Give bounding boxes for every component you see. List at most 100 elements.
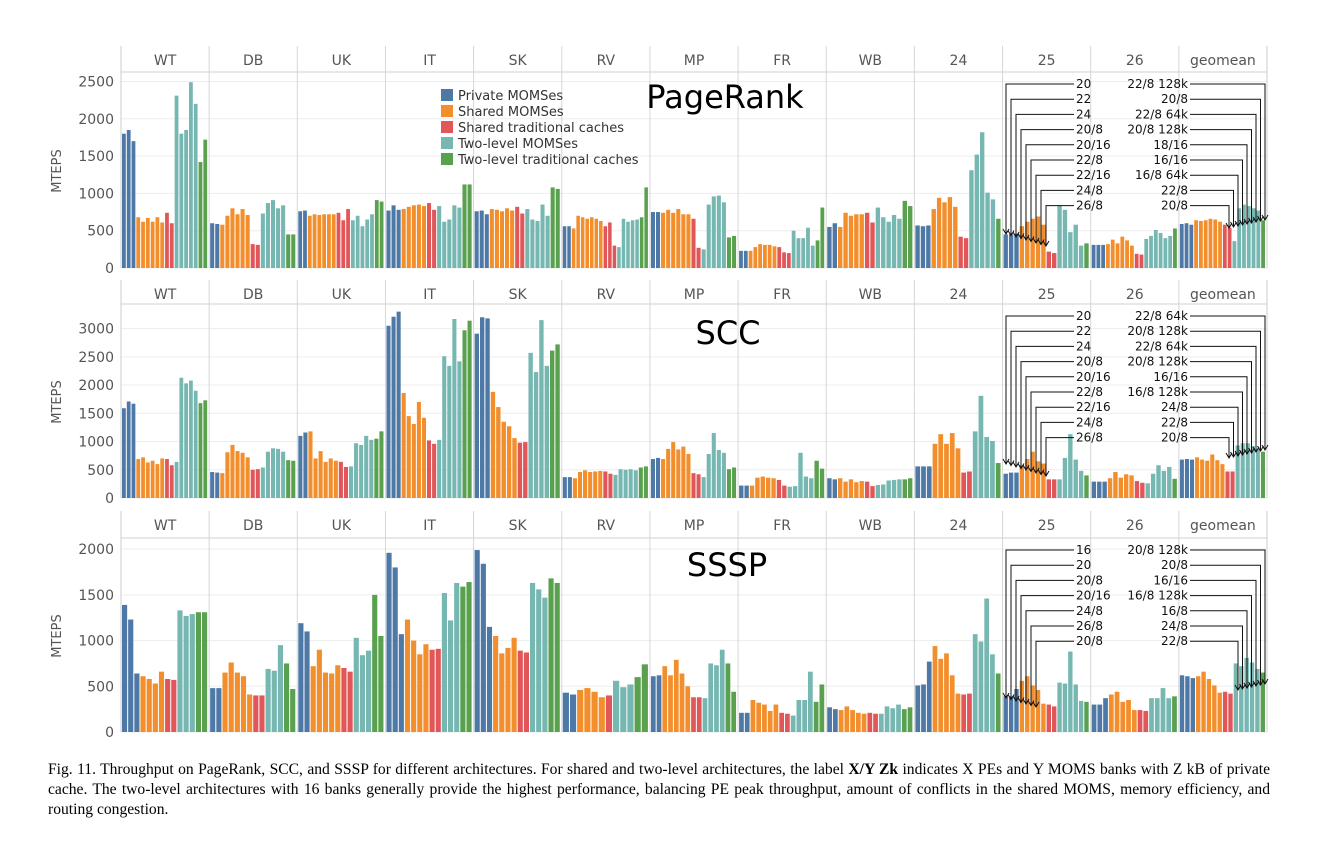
bar-WT-1 bbox=[126, 129, 131, 268]
y-tick-label: 1000 bbox=[78, 186, 114, 202]
bar-24-10 bbox=[972, 431, 978, 498]
bar-24-9 bbox=[967, 471, 972, 498]
annotation-left-leader bbox=[1040, 189, 1074, 245]
category-label-26: 26 bbox=[1126, 53, 1144, 69]
annotation-right-label: 16/8 128k bbox=[1127, 589, 1188, 603]
bar-WB-10 bbox=[884, 706, 890, 732]
bar-RV-11 bbox=[612, 245, 617, 268]
bar-DB-12 bbox=[270, 200, 276, 268]
annotation-right-label: 20/8 128k bbox=[1127, 543, 1188, 557]
bar-WB-10 bbox=[881, 217, 886, 268]
bar-UK-4 bbox=[318, 451, 323, 498]
bar-FR-7 bbox=[779, 712, 785, 732]
bar-DB-15 bbox=[286, 234, 291, 268]
bar-geomean-9 bbox=[1228, 693, 1233, 732]
bar-SK-11 bbox=[530, 219, 535, 268]
annotation-right-label: 24/8 bbox=[1161, 400, 1188, 414]
category-label-geomean: geomean bbox=[1190, 287, 1256, 303]
annotation-arrow bbox=[1234, 684, 1242, 691]
category-label-geomean: geomean bbox=[1190, 518, 1256, 534]
y-tick-label: 500 bbox=[87, 463, 114, 479]
bar-26-4 bbox=[1113, 472, 1118, 498]
bar-UK-0 bbox=[298, 435, 303, 498]
bar-WB-8 bbox=[873, 713, 878, 732]
bar-25-1 bbox=[1008, 696, 1014, 732]
bar-SK-9 bbox=[520, 213, 525, 268]
bar-UK-3 bbox=[313, 458, 318, 498]
bar-SK-0 bbox=[474, 550, 480, 732]
bar-FR-2 bbox=[749, 485, 755, 498]
bar-WT-10 bbox=[169, 223, 174, 268]
bar-IT-12 bbox=[447, 219, 452, 268]
bar-IT-13 bbox=[452, 318, 457, 498]
bar-geomean-14 bbox=[1255, 668, 1260, 732]
bar-RV-0 bbox=[562, 477, 567, 498]
bar-FR-10 bbox=[796, 700, 802, 732]
bar-26-6 bbox=[1120, 236, 1125, 268]
category-label-DB: DB bbox=[243, 518, 263, 534]
bar-26-16 bbox=[1168, 235, 1173, 268]
bar-WT-17 bbox=[203, 139, 208, 268]
bar-WB-0 bbox=[827, 478, 832, 498]
bar-25-9 bbox=[1052, 706, 1057, 732]
bar-26-17 bbox=[1173, 228, 1177, 268]
y-tick-label: 3000 bbox=[78, 322, 114, 338]
bar-25-13 bbox=[1073, 459, 1078, 498]
annotation-right-label: 20/8 128k bbox=[1127, 324, 1188, 338]
bar-SK-14 bbox=[545, 215, 550, 268]
bar-RV-7 bbox=[598, 470, 603, 498]
bar-MP-11 bbox=[706, 453, 711, 498]
annotation-right-label: 24/8 bbox=[1161, 619, 1188, 633]
annotation-left-leader bbox=[1045, 205, 1074, 246]
annotation-left-label: 26/8 bbox=[1076, 199, 1103, 213]
y-tick-label: 1000 bbox=[78, 634, 114, 650]
bar-25-3 bbox=[1019, 465, 1025, 498]
y-tick-label: 500 bbox=[87, 224, 114, 240]
bar-26-4 bbox=[1114, 691, 1120, 732]
bar-26-7 bbox=[1125, 240, 1129, 268]
bar-DB-5 bbox=[235, 451, 240, 498]
category-label-FR: FR bbox=[773, 287, 791, 303]
bar-IT-6 bbox=[416, 402, 421, 498]
category-label-UK: UK bbox=[332, 518, 352, 534]
bar-26-8 bbox=[1137, 710, 1143, 732]
annotation-left-leader bbox=[1010, 98, 1074, 236]
annotation-right-leader bbox=[1190, 129, 1252, 223]
annotation-right-label: 16/8 64k bbox=[1135, 168, 1188, 182]
bar-MP-7 bbox=[686, 214, 691, 268]
bar-UK-10 bbox=[346, 209, 350, 268]
bar-SK-16 bbox=[555, 188, 560, 268]
bar-SK-1 bbox=[479, 210, 484, 268]
bar-FR-1 bbox=[744, 485, 749, 498]
bar-SK-7 bbox=[517, 650, 523, 732]
bar-FR-3 bbox=[756, 702, 762, 732]
bar-IT-11 bbox=[454, 582, 460, 732]
bar-UK-8 bbox=[336, 212, 341, 268]
annotation-right-label: 22/8 bbox=[1161, 415, 1188, 429]
bar-WT-7 bbox=[165, 678, 171, 732]
annotation-right-leader bbox=[1190, 345, 1257, 452]
annotation-right-leader bbox=[1190, 174, 1239, 226]
bar-25-2 bbox=[1014, 472, 1019, 498]
bar-24-4 bbox=[936, 197, 942, 268]
bar-26-11 bbox=[1154, 698, 1160, 732]
bar-IT-8 bbox=[435, 648, 441, 732]
bar-WT-8 bbox=[171, 679, 177, 732]
bar-26-2 bbox=[1103, 698, 1108, 732]
category-label-RV: RV bbox=[597, 518, 616, 534]
bar-WB-12 bbox=[891, 215, 897, 268]
bar-WT-5 bbox=[152, 683, 158, 732]
bar-SK-6 bbox=[511, 637, 517, 732]
bar-SK-0 bbox=[474, 211, 479, 268]
bar-IT-7 bbox=[421, 206, 427, 268]
bar-SK-13 bbox=[540, 204, 545, 268]
bar-25-12 bbox=[1068, 651, 1073, 732]
bar-MP-11 bbox=[714, 665, 719, 732]
category-label-FR: FR bbox=[773, 53, 791, 69]
annotation-right-leader bbox=[1190, 564, 1261, 685]
bar-WT-7 bbox=[155, 217, 160, 268]
chart-panel-scc: 0 500 1000 1500 2000 2500 3000 MTEPS WT DB UK IT SK R… bbox=[50, 280, 1269, 507]
bar-geomean-17 bbox=[1261, 220, 1265, 268]
bar-24-9 bbox=[963, 238, 969, 268]
bar-MP-7 bbox=[691, 697, 696, 732]
